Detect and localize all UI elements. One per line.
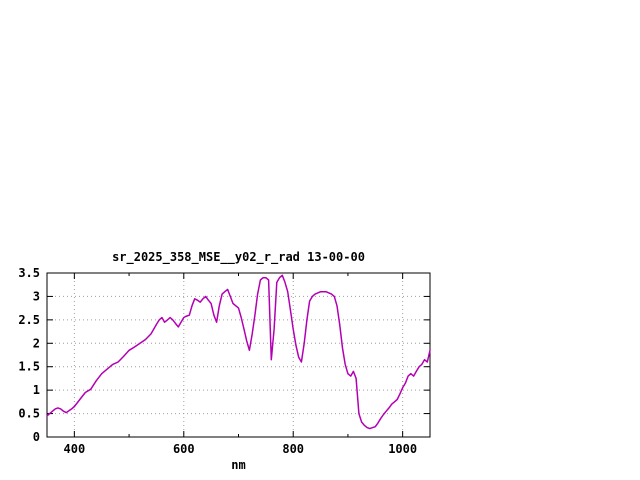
x-tick-label: 1000 (388, 442, 417, 456)
y-tick-label: 2.5 (18, 313, 40, 327)
y-tick-label: 3.5 (18, 266, 40, 280)
x-tick-label: 600 (173, 442, 195, 456)
y-tick-label: 0 (33, 430, 40, 444)
plot-border (46, 272, 431, 438)
x-axis-label: nm (231, 458, 246, 472)
x-tick-label: 800 (282, 442, 304, 456)
y-tick-label: 1 (33, 383, 40, 397)
spectrum-line (46, 274, 431, 430)
chart-title: sr_2025_358_MSE__y02_r_rad 13-00-00 (112, 250, 365, 264)
x-tick-label: 400 (64, 442, 86, 456)
y-tick-label: 1.5 (18, 360, 40, 374)
y-tick-label: 0.5 (18, 407, 40, 421)
y-tick-label: 2 (33, 336, 40, 350)
y-tick-label: 3 (33, 289, 40, 303)
